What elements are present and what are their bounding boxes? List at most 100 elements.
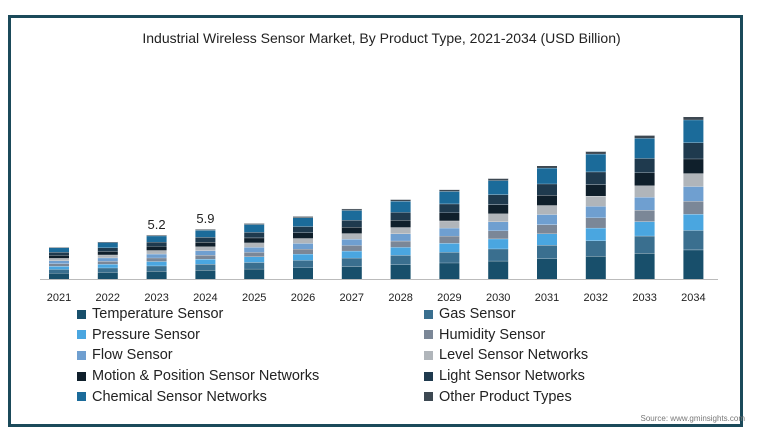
bar-segment-2030-6 [488, 204, 509, 214]
x-tick-label-2027: 2027 [340, 292, 364, 304]
bar-segment-2021-9 [49, 246, 69, 248]
bar-segment-2024-9 [195, 229, 216, 231]
legend-swatch [424, 309, 433, 319]
x-tick-label-2026: 2026 [291, 292, 315, 304]
x-tick-label-2032: 2032 [584, 292, 608, 304]
bar-segment-2034-7 [683, 142, 704, 159]
bar-segment-2033-4 [634, 197, 655, 211]
x-tick-labels: 2021 2022 2023 2024 2025 2026 2027 2028 2029 2030… [47, 292, 706, 304]
bars-group [49, 116, 704, 279]
bar-segment-2032-6 [585, 184, 606, 197]
bar-segment-2023-7 [146, 241, 167, 247]
bar-segment-2027-7 [341, 220, 362, 228]
bar-segment-2030-4 [488, 221, 509, 231]
bar-segment-2023-3 [146, 257, 167, 262]
bar-segment-2025-9 [244, 223, 265, 225]
bar-segment-2021-4 [49, 260, 69, 264]
bar-segment-2024-7 [195, 237, 216, 243]
legend-label: Level Sensor Networks [439, 347, 589, 364]
bar-segment-2024-5 [195, 246, 216, 251]
bar-segment-2032-0 [585, 256, 606, 279]
bar-segment-2028-9 [390, 199, 411, 202]
bar-segment-2021-2 [49, 266, 69, 270]
bar-segment-2031-5 [537, 205, 557, 215]
bar-segment-2034-3 [683, 201, 704, 215]
legend-label: Gas Sensor [439, 306, 516, 323]
legend-swatch [424, 371, 433, 381]
x-tick-label-2031: 2031 [535, 292, 559, 304]
bar-segment-2023-5 [146, 250, 167, 254]
legend-label: Flow Sensor [92, 347, 173, 364]
legend-item: Gas Sensor [424, 305, 644, 324]
bar-segment-2027-8 [341, 210, 362, 221]
bar-segment-2031-6 [537, 195, 557, 206]
bar-segment-2034-5 [683, 173, 704, 187]
legend-item: Temperature Sensor [77, 305, 424, 324]
bar-segment-2034-4 [683, 186, 704, 202]
legend-swatch [77, 392, 86, 402]
bar-segment-2026-2 [293, 253, 313, 261]
bar-segment-2031-4 [537, 214, 557, 225]
legend-label: Chemical Sensor Networks [92, 388, 267, 405]
bar-segment-2029-7 [439, 203, 460, 213]
bar-segment-2024-0 [195, 270, 216, 279]
legend-item: Pressure Sensor [77, 326, 424, 345]
bar-segment-2029-3 [439, 235, 460, 244]
bar-segment-2022-9 [97, 241, 118, 243]
bar-segment-2021-0 [49, 273, 69, 279]
legend-label: Humidity Sensor [439, 326, 546, 343]
bar-segment-2022-2 [97, 264, 118, 268]
legend-item: Chemical Sensor Networks [77, 387, 424, 406]
bar-segment-2022-4 [97, 257, 118, 262]
x-tick-label-2023: 2023 [144, 292, 168, 304]
legend-label: Temperature Sensor [92, 306, 224, 323]
bar-segment-2025-3 [244, 252, 265, 257]
bar-segment-2033-5 [634, 185, 655, 198]
bar-segment-2034-0 [683, 249, 704, 279]
bar-segment-2028-1 [390, 255, 411, 265]
bar-segment-2032-3 [585, 217, 606, 228]
data-labels: 5.2 5.9 [148, 211, 215, 232]
bar-segment-2028-4 [390, 233, 411, 241]
legend-swatch [424, 350, 433, 360]
x-tick-label-2028: 2028 [388, 292, 412, 304]
x-tick-label-2021: 2021 [47, 292, 71, 304]
bar-segment-2025-8 [244, 224, 265, 233]
bar-segment-2033-1 [634, 235, 655, 254]
bar-segment-2031-1 [537, 245, 557, 259]
bar-segment-2022-6 [97, 251, 118, 255]
bar-segment-2034-6 [683, 158, 704, 174]
bar-segment-2030-0 [488, 260, 509, 279]
bar-segment-2024-1 [195, 264, 216, 271]
bar-segment-2029-5 [439, 220, 460, 228]
legend-swatch [424, 330, 433, 340]
bar-segment-2023-6 [146, 246, 167, 251]
bar-segment-2026-6 [293, 232, 313, 239]
bar-segment-2022-3 [97, 261, 118, 265]
bar-segment-2026-9 [293, 216, 313, 218]
bar-segment-2021-5 [49, 258, 69, 261]
legend-label: Other Product Types [439, 388, 572, 405]
legend-item: Flow Sensor [77, 346, 424, 365]
bar-segment-2030-7 [488, 194, 509, 205]
bar-segment-2032-5 [585, 196, 606, 207]
bar-segment-2034-8 [683, 119, 704, 143]
bar-segment-2021-1 [49, 269, 69, 274]
bar-segment-2028-5 [390, 227, 411, 234]
bar-segment-2033-6 [634, 172, 655, 186]
bar-segment-2033-0 [634, 253, 655, 279]
bar-segment-2033-9 [634, 135, 655, 139]
bar-segment-2021-6 [49, 255, 69, 259]
bar-segment-2027-6 [341, 227, 362, 234]
bar-segment-2032-8 [585, 153, 606, 172]
x-tick-label-2033: 2033 [632, 292, 656, 304]
bar-segment-2026-5 [293, 238, 313, 244]
bar-segment-2029-2 [439, 243, 460, 253]
bar-segment-2031-7 [537, 183, 557, 196]
bar-segment-2022-7 [97, 247, 118, 252]
bar-segment-2027-1 [341, 257, 362, 267]
bar-segment-2025-2 [244, 256, 265, 263]
bar-segment-2028-8 [390, 201, 411, 213]
bar-segment-2026-3 [293, 249, 313, 254]
